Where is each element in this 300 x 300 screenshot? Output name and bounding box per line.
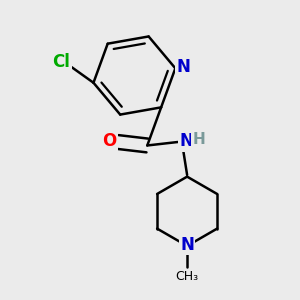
Text: Cl: Cl bbox=[52, 53, 70, 71]
Text: CH₃: CH₃ bbox=[176, 270, 199, 283]
Text: N: N bbox=[176, 58, 190, 76]
Text: N: N bbox=[180, 236, 194, 254]
Text: H: H bbox=[192, 132, 205, 147]
Text: O: O bbox=[102, 132, 116, 150]
Text: N: N bbox=[179, 132, 194, 150]
